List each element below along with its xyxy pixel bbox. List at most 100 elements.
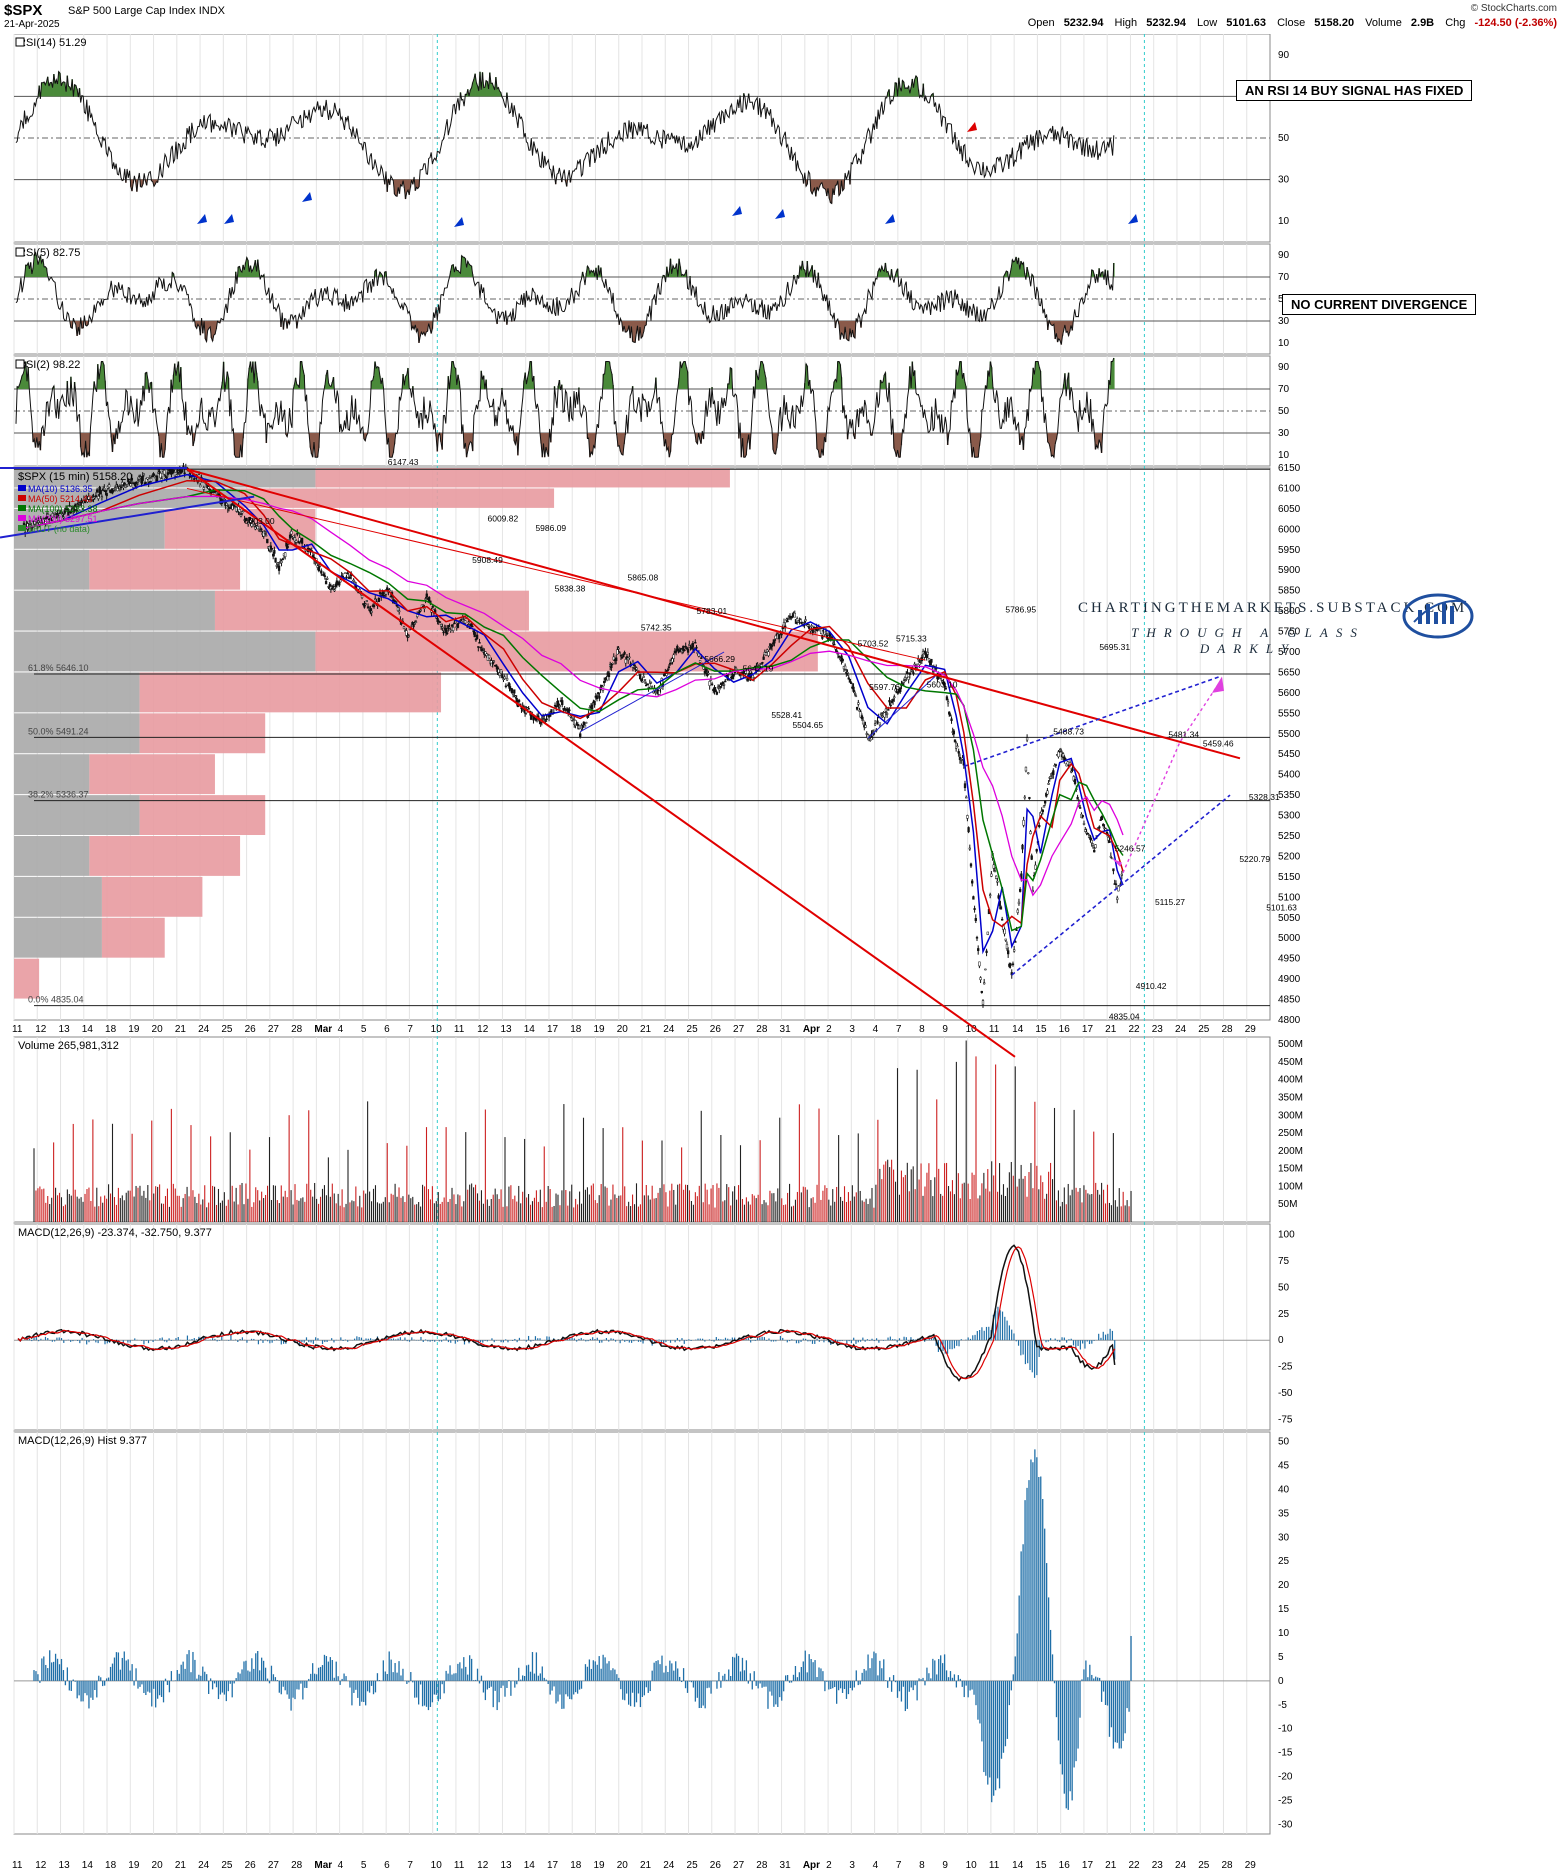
y-tick-label: 70	[1278, 272, 1290, 283]
price-candle-body	[605, 679, 608, 682]
y-tick-label: 5050	[1278, 913, 1301, 924]
price-candle-body	[254, 526, 257, 530]
pivot-price-label: 5115.27	[1155, 897, 1185, 907]
x-tick-label: 12	[477, 1860, 489, 1871]
price-candle-body	[999, 906, 1003, 910]
price-candle-body	[335, 580, 339, 585]
y-tick-label: 0	[1278, 1335, 1284, 1346]
price-candle-body	[1114, 883, 1118, 885]
price-candle-body	[686, 648, 690, 653]
price-candle-body	[444, 627, 448, 634]
pivot-price-label: 5838.38	[555, 583, 586, 593]
low-value: 5101.63	[1226, 17, 1267, 29]
price-candle-body	[722, 684, 726, 686]
price-candle-body	[625, 656, 629, 660]
price-candle-body	[1085, 831, 1088, 834]
price-candle-body	[1046, 790, 1049, 795]
volume-profile-bar-gray	[14, 713, 140, 754]
price-candle-body	[1110, 857, 1114, 860]
price-candle-body	[441, 626, 444, 629]
y-tick-label: 6050	[1278, 504, 1301, 515]
y-tick-label: 5200	[1278, 851, 1301, 862]
price-candle-body	[103, 487, 106, 490]
x-tick-label: 25	[1198, 1024, 1210, 1035]
y-tick-label: -25	[1278, 1362, 1293, 1373]
price-candle-body	[708, 681, 711, 686]
price-candle-body	[286, 545, 289, 549]
price-candle-body	[732, 674, 735, 677]
price-candle-body	[949, 714, 952, 717]
y-tick-label: 15	[1278, 1604, 1290, 1615]
price-candle-body	[492, 660, 496, 663]
price-candle-body	[290, 530, 293, 535]
price-candle-body	[848, 678, 852, 683]
price-candle-body	[175, 474, 178, 477]
price-candle-body	[87, 495, 90, 500]
price-candle-body	[810, 625, 813, 627]
price-candle-body	[129, 483, 132, 487]
price-candle-body	[1025, 737, 1029, 741]
price-candle-body	[925, 655, 928, 658]
legend-swatch	[18, 525, 26, 531]
price-candle-body	[622, 653, 625, 658]
price-candle-body	[563, 707, 566, 710]
price-candle-body	[284, 552, 287, 558]
price-candle-body	[413, 623, 416, 625]
x-tick-label: 29	[1245, 1860, 1257, 1871]
y-tick-label: 30	[1278, 428, 1290, 439]
x-tick-label: 23	[1152, 1860, 1164, 1871]
price-candle-body	[127, 478, 130, 483]
price-candle-body	[104, 490, 107, 492]
price-candle-body	[927, 658, 931, 662]
y-tick-label: 10	[1278, 216, 1290, 227]
price-candle-body	[858, 709, 861, 712]
price-candle-body	[610, 664, 613, 668]
price-candle-body	[1059, 749, 1063, 751]
price-candle-body	[691, 643, 695, 648]
price-candle-body	[978, 961, 981, 967]
price-candle-body	[774, 635, 777, 639]
x-tick-label: 31	[780, 1860, 792, 1871]
y-tick-label: 4800	[1278, 1015, 1301, 1026]
price-candle-body	[915, 667, 919, 669]
price-candle-body	[658, 690, 661, 695]
price-candle-body	[861, 719, 865, 725]
price-candle-body	[469, 623, 473, 627]
y-tick-label: 5550	[1278, 708, 1301, 719]
price-candle-body	[414, 621, 418, 624]
price-candle-body	[577, 725, 581, 729]
price-candle-body	[139, 476, 142, 479]
pivot-price-label: 5783.01	[697, 606, 728, 616]
price-candle-body	[654, 692, 657, 694]
x-tick-label: 25	[221, 1860, 233, 1871]
y-tick-label: 150M	[1278, 1164, 1303, 1175]
price-candle-body	[450, 624, 454, 627]
price-candle-body	[510, 688, 514, 694]
pivot-price-label: 5742.35	[641, 623, 672, 633]
price-candle-body	[151, 475, 154, 478]
price-candle-body	[218, 493, 221, 496]
y-tick-label: 5300	[1278, 811, 1301, 822]
y-tick-label: 5000	[1278, 933, 1301, 944]
x-tick-label: 27	[733, 1024, 745, 1035]
y-tick-label: 75	[1278, 1256, 1290, 1267]
price-candle-body	[1016, 909, 1019, 913]
legend-swatch	[18, 485, 26, 491]
price-candle-body	[907, 676, 910, 680]
price-candle-body	[491, 662, 494, 665]
price-candle-body	[555, 705, 558, 708]
volume-profile-bar-red	[315, 631, 818, 672]
price-candle-body	[1071, 769, 1074, 771]
ma50-line	[23, 479, 1124, 928]
x-tick-label: 25	[687, 1860, 699, 1871]
price-candle-body	[182, 465, 185, 467]
price-candle-body	[1049, 776, 1053, 779]
price-candle-body	[172, 470, 175, 472]
price-candle-body	[499, 669, 503, 674]
price-candle-body	[105, 493, 108, 497]
price-candle-body	[136, 480, 140, 483]
x-tick-label: 4	[338, 1860, 344, 1871]
legend-swatch	[15, 247, 25, 257]
price-candle-body	[854, 695, 858, 698]
price-candle-body	[628, 656, 631, 659]
